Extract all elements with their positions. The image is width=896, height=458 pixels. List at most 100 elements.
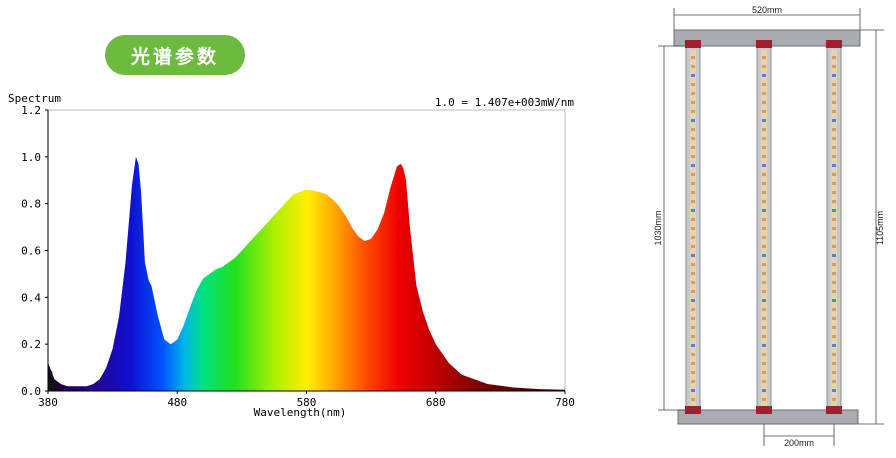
x-tick-label: 680 (426, 396, 446, 409)
led-chip (691, 218, 695, 221)
led-chip (832, 209, 836, 212)
led-chip (762, 146, 766, 149)
led-chip (691, 236, 695, 239)
led-chip (762, 290, 766, 293)
led-chip (762, 254, 766, 257)
led-chip (762, 128, 766, 131)
led-chip (691, 308, 695, 311)
led-chip (691, 263, 695, 266)
bar-spacing-label: 200mm (784, 438, 814, 448)
led-chip (832, 326, 836, 329)
led-chip (832, 272, 836, 275)
y-tick-label: 0.8 (21, 198, 41, 211)
led-chip (832, 353, 836, 356)
led-chip (762, 218, 766, 221)
led-chip (832, 119, 836, 122)
led-chip (762, 353, 766, 356)
y-axis-label: Spectrum (8, 92, 61, 105)
led-chip (832, 146, 836, 149)
led-chip (832, 371, 836, 374)
led-chip (691, 92, 695, 95)
led-chip (691, 344, 695, 347)
x-tick-label: 380 (38, 396, 58, 409)
led-chip (762, 245, 766, 248)
led-chip (832, 155, 836, 158)
led-chip (832, 281, 836, 284)
led-chip (832, 56, 836, 59)
led-chip (762, 182, 766, 185)
led-chip (691, 200, 695, 203)
led-chip (832, 398, 836, 401)
led-chip (691, 164, 695, 167)
uv-spike (48, 362, 54, 391)
led-chip (691, 245, 695, 248)
led-chip (691, 209, 695, 212)
led-chip (762, 200, 766, 203)
led-chip (832, 65, 836, 68)
led-chip (832, 182, 836, 185)
led-chip (762, 236, 766, 239)
led-chip (691, 299, 695, 302)
led-chip (832, 290, 836, 293)
led-chip (762, 119, 766, 122)
led-chip (762, 92, 766, 95)
led-chip (691, 290, 695, 293)
led-chip (691, 74, 695, 77)
x-tick-label: 780 (555, 396, 575, 409)
led-chip (832, 380, 836, 383)
led-chip (762, 335, 766, 338)
led-chip (832, 83, 836, 86)
led-chip (762, 272, 766, 275)
led-chip (832, 92, 836, 95)
led-chip (691, 227, 695, 230)
led-chip (691, 83, 695, 86)
led-chip (832, 317, 836, 320)
led-chip (832, 101, 836, 104)
led-chip (832, 389, 836, 392)
led-chip (691, 362, 695, 365)
led-chip (691, 128, 695, 131)
led-chip (762, 326, 766, 329)
y-tick-label: 1.0 (21, 151, 41, 164)
led-chip (762, 65, 766, 68)
inner-height-label: 1030mm (653, 210, 663, 245)
led-chip (691, 326, 695, 329)
y-tick-label: 0.4 (21, 291, 41, 304)
led-chip (691, 335, 695, 338)
led-chip (691, 398, 695, 401)
led-chip (762, 56, 766, 59)
led-chip (691, 173, 695, 176)
led-chip (762, 191, 766, 194)
bar-spacing-dimension (763, 424, 835, 446)
spectrum-chart: 0.0 0.2 0.4 0.6 0.8 1.0 1.2 380 480 580 680 780 Spe… (8, 92, 575, 419)
chart-annotation: 1.0 = 1.407e+003mW/nm (435, 96, 574, 109)
y-tick-label: 0.2 (21, 338, 41, 351)
led-chip (691, 119, 695, 122)
led-chip (762, 371, 766, 374)
led-chip (762, 101, 766, 104)
led-chip (762, 173, 766, 176)
led-chip (691, 101, 695, 104)
inner-height-dimension (658, 45, 686, 411)
spectrum-parameters-badge: 光谱参数 (105, 35, 245, 75)
led-chip (832, 74, 836, 77)
led-chip (762, 299, 766, 302)
led-chip (691, 281, 695, 284)
led-chip (762, 362, 766, 365)
led-chip (832, 344, 836, 347)
y-tick-label: 0.0 (21, 385, 41, 398)
led-chip (762, 83, 766, 86)
led-chip (691, 389, 695, 392)
led-chip (762, 209, 766, 212)
led-dots (691, 56, 836, 401)
led-chip (832, 191, 836, 194)
led-chip (691, 317, 695, 320)
led-chip (762, 227, 766, 230)
led-chip (832, 362, 836, 365)
led-chip (691, 146, 695, 149)
led-chip (691, 110, 695, 113)
led-chip (762, 110, 766, 113)
y-tick-label: 1.2 (21, 104, 41, 117)
led-chip (691, 272, 695, 275)
led-chip (691, 191, 695, 194)
